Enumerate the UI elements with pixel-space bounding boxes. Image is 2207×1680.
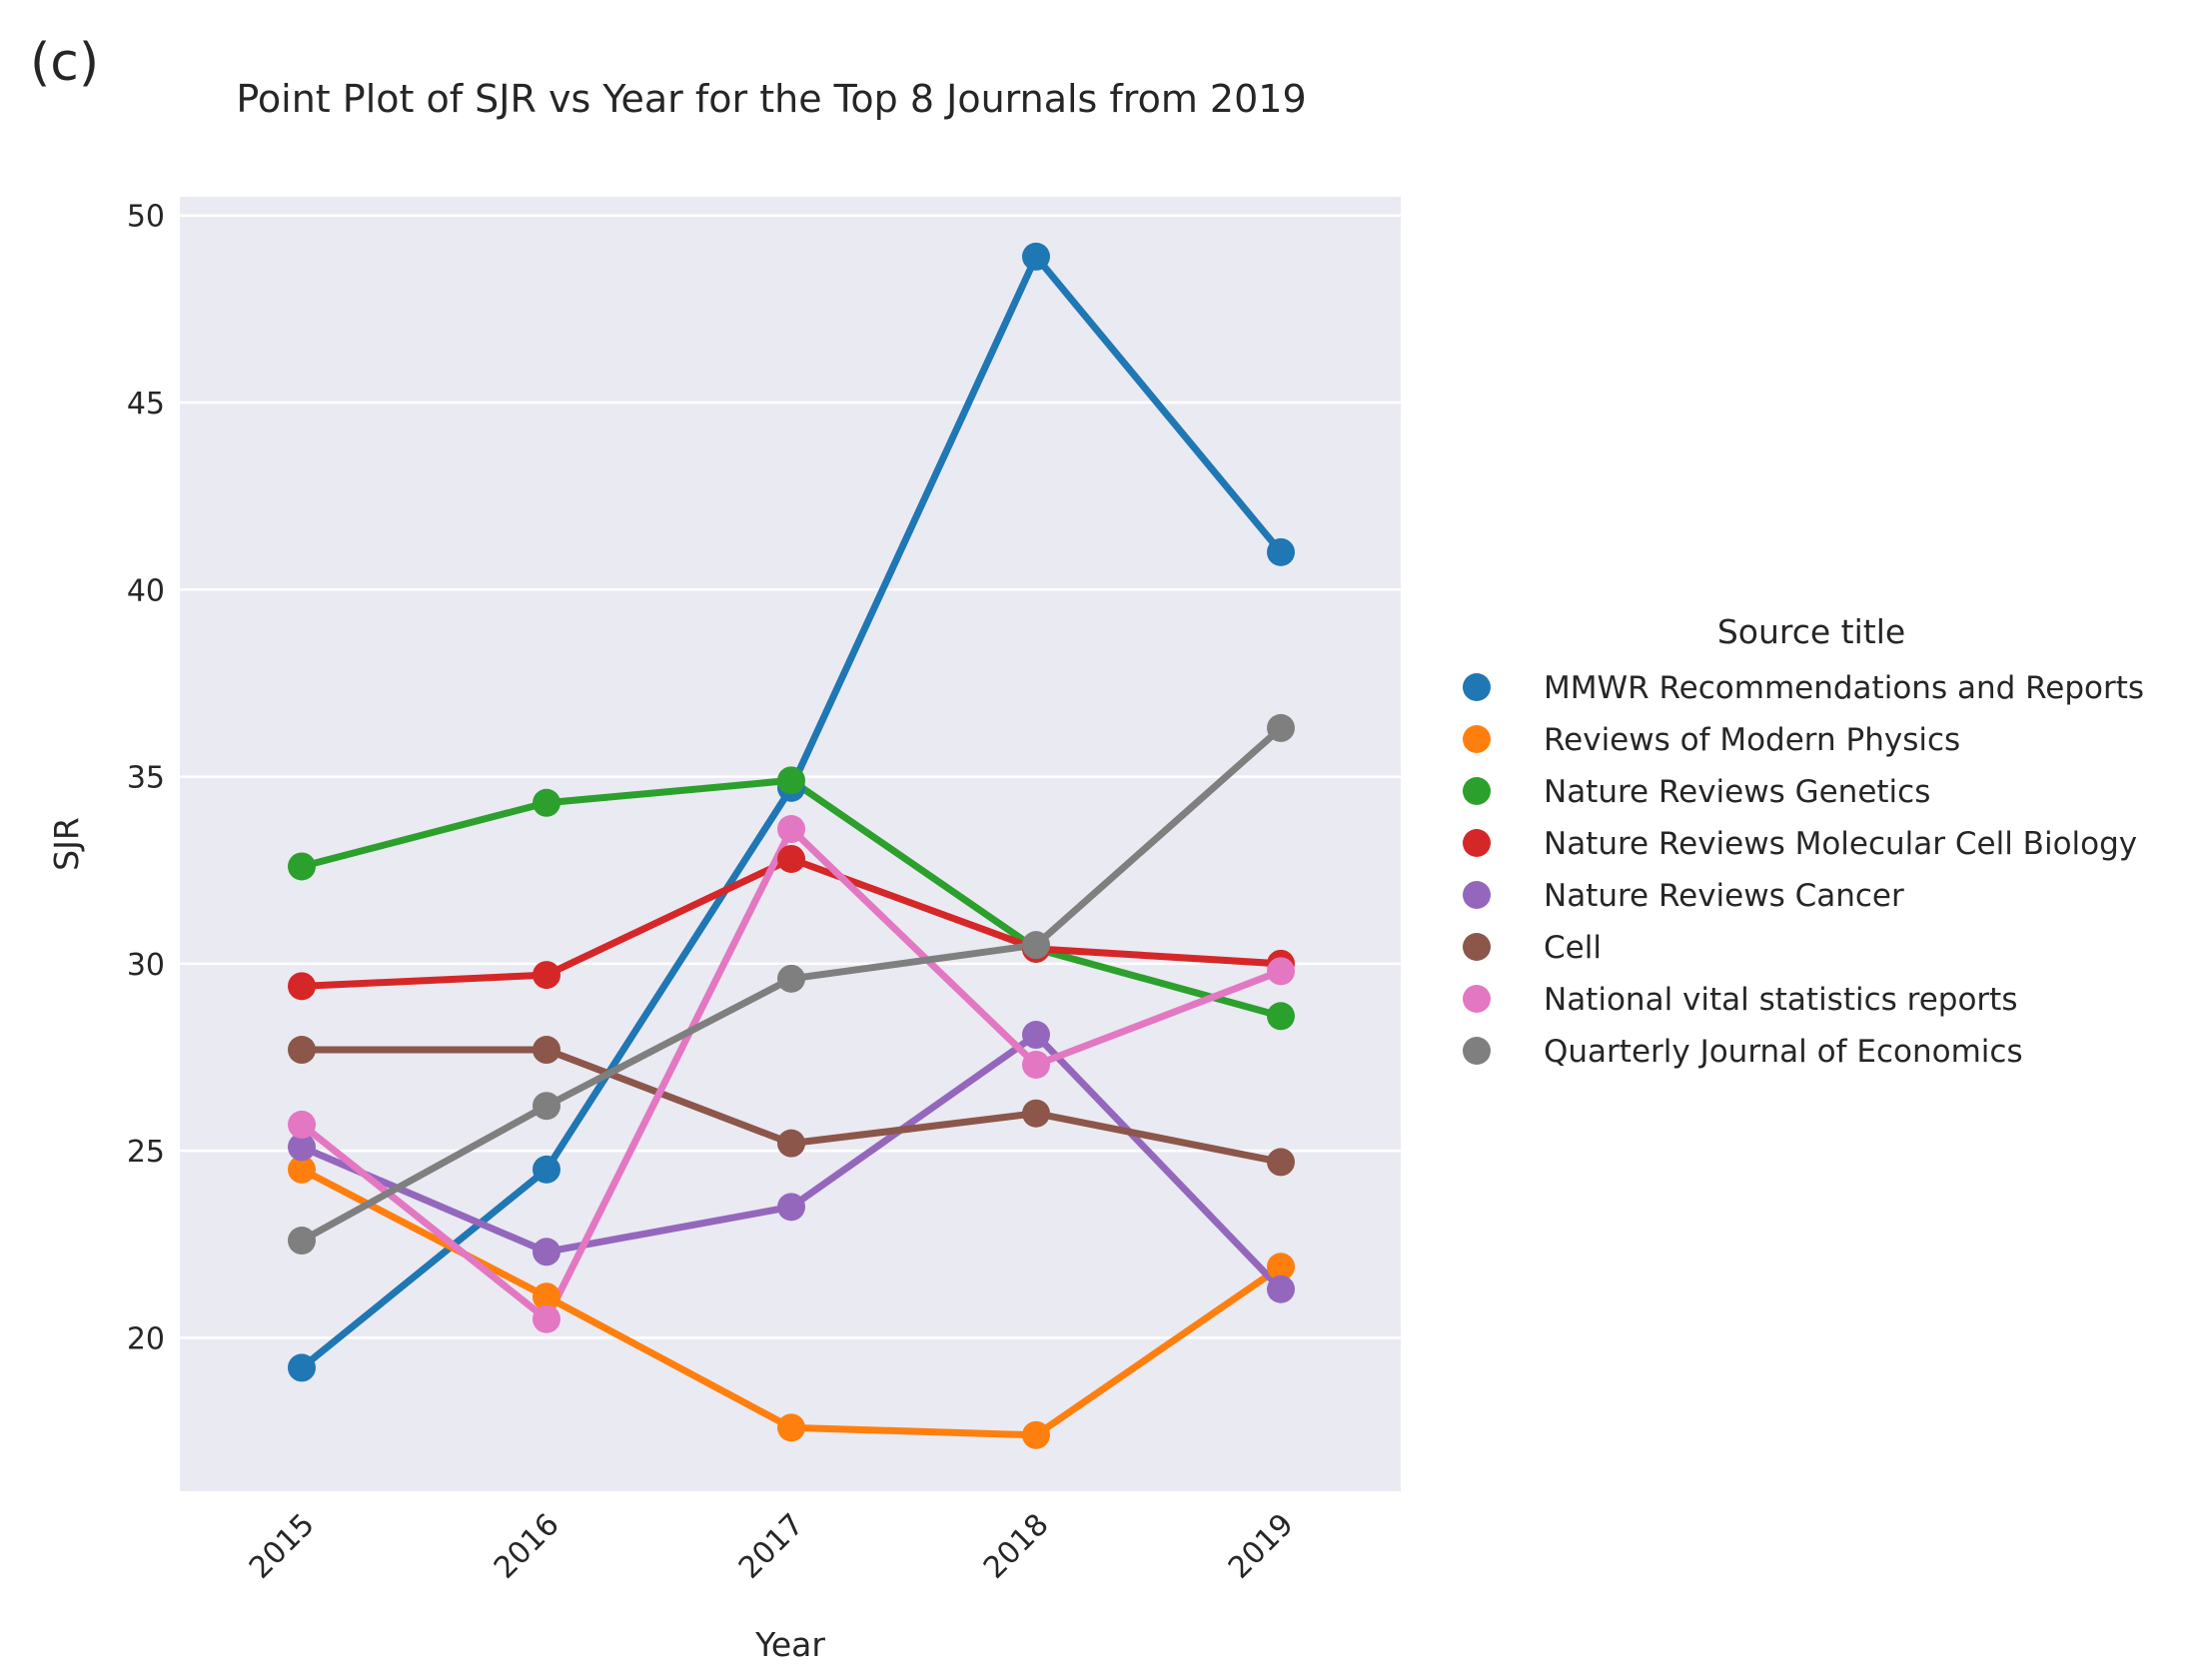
x-axis-label: Year	[754, 1625, 825, 1664]
data-point	[777, 1129, 805, 1158]
y-tick-label: 35	[127, 761, 165, 796]
data-point	[533, 1092, 560, 1121]
y-tick-label: 45	[127, 387, 165, 421]
data-point	[1267, 1253, 1295, 1281]
data-point	[777, 815, 805, 844]
legend-marker	[1463, 673, 1491, 701]
chart-title: Point Plot of SJR vs Year for the Top 8 …	[236, 77, 1306, 121]
y-tick-label: 20	[127, 1321, 165, 1356]
data-point	[533, 1304, 560, 1333]
legend-label: National vital statistics reports	[1544, 982, 2017, 1018]
x-tick-label: 2018	[977, 1507, 1056, 1586]
y-tick-label: 30	[127, 948, 165, 983]
y-tick-label: 50	[127, 200, 165, 235]
data-point	[288, 1227, 316, 1256]
x-tick-label: 2016	[488, 1507, 566, 1586]
data-point	[1022, 1420, 1050, 1449]
data-point	[1022, 242, 1050, 271]
legend-label: Nature Reviews Molecular Cell Biology	[1544, 826, 2137, 862]
legend-marker	[1463, 881, 1491, 909]
data-point	[288, 1133, 316, 1162]
data-point	[288, 1353, 316, 1382]
legend-marker	[1463, 1037, 1491, 1065]
legend-marker	[1463, 985, 1491, 1013]
data-point	[533, 1282, 560, 1311]
legend-marker	[1463, 777, 1491, 805]
x-tick-label: 2015	[243, 1507, 322, 1586]
data-point	[777, 844, 805, 873]
data-point	[533, 788, 560, 817]
data-point	[288, 1036, 316, 1065]
data-point	[533, 961, 560, 990]
data-point	[1022, 1021, 1050, 1050]
legend-marker	[1463, 725, 1491, 753]
data-point	[1267, 537, 1295, 566]
grid-lines	[180, 214, 1401, 1339]
data-point	[777, 766, 805, 795]
plot-area	[180, 197, 1401, 1491]
x-tick-label: 2019	[1222, 1507, 1301, 1586]
y-tick-label: 25	[127, 1135, 165, 1170]
data-point	[777, 1413, 805, 1442]
data-point	[1267, 1274, 1295, 1303]
data-point	[288, 852, 316, 881]
legend-label: MMWR Recommendations and Reports	[1544, 670, 2144, 706]
legend-label: Nature Reviews Genetics	[1544, 774, 1930, 810]
x-tick-label: 2017	[732, 1507, 811, 1586]
data-point	[288, 1110, 316, 1139]
y-axis-label: SJR	[47, 817, 86, 871]
y-tick-labels: 20 25 30 35 40 45 50	[127, 200, 165, 1357]
data-point	[1267, 713, 1295, 742]
data-point	[533, 1238, 560, 1266]
legend-label: Quarterly Journal of Economics	[1544, 1034, 2023, 1070]
legend-title: Source title	[1717, 612, 1905, 651]
data-point	[288, 972, 316, 1001]
data-point	[1267, 957, 1295, 986]
data-points	[288, 242, 1295, 1449]
legend-label: Nature Reviews Cancer	[1544, 878, 1904, 914]
data-point	[1022, 931, 1050, 960]
y-tick-label: 40	[127, 573, 165, 608]
legend-marker	[1463, 933, 1491, 961]
legend-label: Reviews of Modern Physics	[1544, 722, 1960, 758]
legend-label: Cell	[1544, 930, 1602, 966]
legend: MMWR Recommendations and Reports Reviews …	[1463, 670, 2144, 1070]
data-point	[288, 1155, 316, 1184]
panel-label: (c)	[30, 33, 99, 93]
data-point	[1022, 1099, 1050, 1128]
data-point	[777, 1193, 805, 1222]
data-point	[533, 1155, 560, 1184]
data-point	[1267, 1148, 1295, 1177]
data-point	[1267, 1002, 1295, 1031]
data-point	[1022, 1050, 1050, 1079]
legend-marker	[1463, 829, 1491, 857]
x-tick-labels: 2015 2016 2017 2018 2019	[243, 1507, 1301, 1586]
data-point	[777, 964, 805, 993]
data-point	[533, 1036, 560, 1065]
